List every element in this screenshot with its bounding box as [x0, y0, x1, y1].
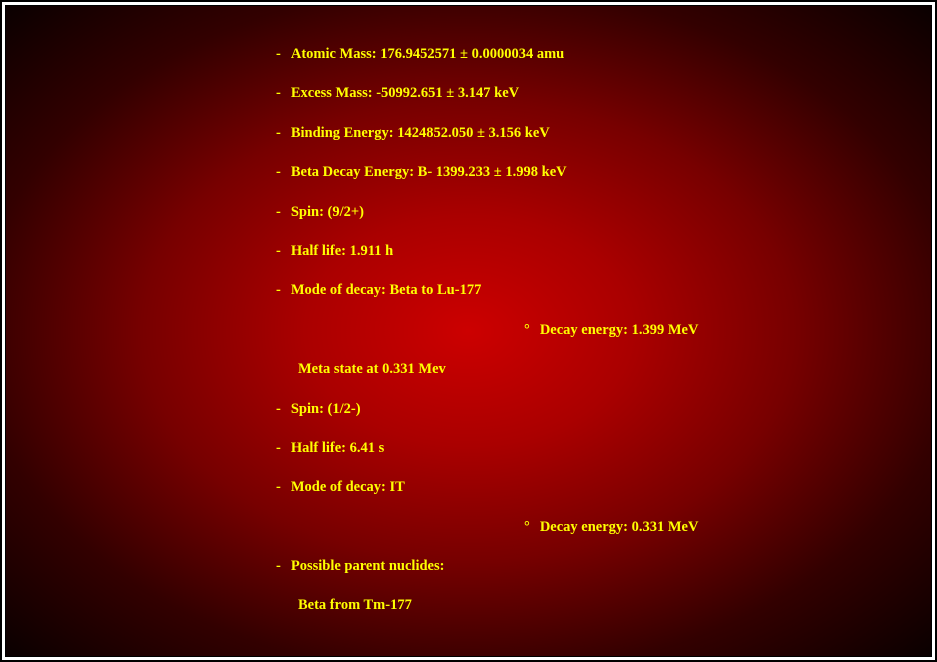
property-text: Binding Energy: 1424852.050 ± 3.156 keV: [291, 125, 550, 142]
bullet-icon: -: [276, 243, 281, 260]
property-spin-1: - Spin: (9/2+): [276, 204, 911, 221]
property-text: Excess Mass: -50992.651 ± 3.147 keV: [291, 85, 519, 102]
property-decay-mode-1: - Mode of decay: Beta to Lu-177: [276, 282, 911, 299]
sub-property-text: Decay energy: 0.331 MeV: [540, 519, 699, 536]
property-text: Beta Decay Energy: B- 1399.233 ± 1.998 k…: [291, 164, 567, 181]
bullet-icon: -: [276, 85, 281, 102]
sub-property-text: Decay energy: 1.399 MeV: [540, 322, 699, 339]
inner-frame: - Atomic Mass: 176.9452571 ± 0.0000034 a…: [5, 5, 932, 657]
property-text: Atomic Mass: 176.9452571 ± 0.0000034 amu: [291, 46, 564, 63]
bullet-icon: -: [276, 204, 281, 221]
property-beta-decay-energy: - Beta Decay Energy: B- 1399.233 ± 1.998…: [276, 164, 911, 181]
bullet-icon: -: [276, 46, 281, 63]
property-half-life-1: - Half life: 1.911 h: [276, 243, 911, 260]
property-excess-mass: - Excess Mass: -50992.651 ± 3.147 keV: [276, 85, 911, 102]
bullet-icon: -: [276, 479, 281, 496]
meta-state-label: Meta state at 0.331 Mev: [298, 361, 911, 378]
parent-nuclide-value: Beta from Tm-177: [298, 597, 911, 614]
property-binding-energy: - Binding Energy: 1424852.050 ± 3.156 ke…: [276, 125, 911, 142]
degree-bullet-icon: °: [524, 519, 530, 536]
property-text: Mode of decay: IT: [291, 479, 405, 496]
bullet-icon: -: [276, 282, 281, 299]
property-spin-2: - Spin: (1/2-): [276, 401, 911, 418]
bullet-icon: -: [276, 440, 281, 457]
property-text: Mode of decay: Beta to Lu-177: [291, 282, 481, 299]
property-text: Half life: 6.41 s: [291, 440, 384, 457]
bullet-icon: -: [276, 401, 281, 418]
content-area: - Atomic Mass: 176.9452571 ± 0.0000034 a…: [276, 46, 911, 615]
sub-decay-energy-1: ° Decay energy: 1.399 MeV: [524, 322, 911, 339]
bullet-icon: -: [276, 558, 281, 575]
property-parent-nuclides: - Possible parent nuclides:: [276, 558, 911, 575]
property-atomic-mass: - Atomic Mass: 176.9452571 ± 0.0000034 a…: [276, 46, 911, 63]
outer-frame: - Atomic Mass: 176.9452571 ± 0.0000034 a…: [0, 0, 937, 662]
bullet-icon: -: [276, 164, 281, 181]
property-text: Half life: 1.911 h: [291, 243, 393, 260]
property-decay-mode-2: - Mode of decay: IT: [276, 479, 911, 496]
property-text: Spin: (9/2+): [291, 204, 364, 221]
property-half-life-2: - Half life: 6.41 s: [276, 440, 911, 457]
property-text: Possible parent nuclides:: [291, 558, 445, 575]
degree-bullet-icon: °: [524, 322, 530, 339]
property-text: Spin: (1/2-): [291, 401, 361, 418]
bullet-icon: -: [276, 125, 281, 142]
sub-decay-energy-2: ° Decay energy: 0.331 MeV: [524, 519, 911, 536]
